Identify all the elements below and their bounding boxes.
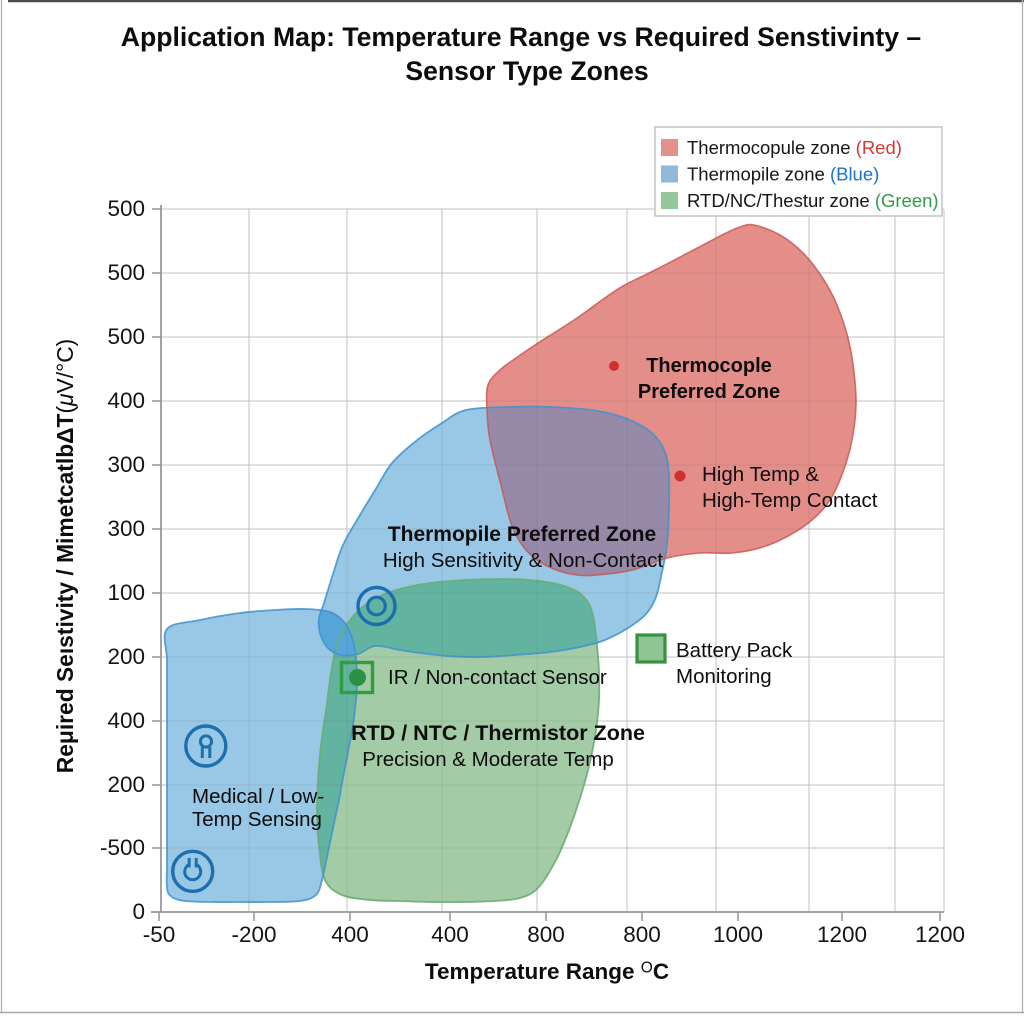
svg-text:Temp Sensing: Temp Sensing [192,808,322,831]
svg-text:High Sensitivity & Non-Contact: High Sensitivity & Non-Contact [383,549,664,572]
svg-text:300: 300 [107,452,145,477]
svg-text:Application Map: Temperature R: Application Map: Temperature Range vs Re… [121,22,921,52]
svg-text:Thermopile zone (Blue): Thermopile zone (Blue) [687,164,879,185]
svg-text:200: 200 [107,644,145,669]
svg-text:High-Temp Contact: High-Temp Contact [702,489,878,512]
svg-text:Temperature Range OC: Temperature Range OC [425,959,669,984]
svg-text:Thermocopule zone (Red): Thermocopule zone (Red) [687,137,902,158]
svg-text:RTD/NC/Thestur zone (Green): RTD/NC/Thestur zone (Green) [687,190,939,211]
svg-text:100: 100 [107,580,145,605]
svg-text:Battery Pack: Battery Pack [676,639,793,662]
svg-text:Monitoring: Monitoring [676,665,772,688]
svg-text:500: 500 [107,260,145,285]
svg-text:Precision & Moderate Temp: Precision & Moderate Temp [362,748,613,771]
svg-text:1000: 1000 [713,922,763,947]
svg-text:500: 500 [107,324,145,349]
svg-text:-50: -50 [143,922,176,947]
svg-text:400: 400 [331,922,369,947]
svg-text:Thermopile Preferred Zone: Thermopile Preferred Zone [388,523,656,546]
svg-text:Sensor Type Zones: Sensor Type Zones [405,56,648,86]
svg-text:1200: 1200 [915,922,965,947]
svg-text:Reμired Seıstivity / Mimetcatl: Reμired Seıstivity / MimetcatlbΔT(μV/°C) [52,339,78,774]
svg-text:High Temp &: High Temp & [702,463,819,486]
svg-text:800: 800 [527,922,565,947]
svg-text:400: 400 [431,922,469,947]
svg-text:-500: -500 [100,835,145,860]
svg-text:Medical / Low-: Medical / Low- [192,785,324,808]
svg-text:300: 300 [107,516,145,541]
svg-text:500: 500 [107,196,145,221]
svg-text:-200: -200 [231,922,276,947]
svg-text:0: 0 [132,899,145,924]
svg-text:200: 200 [107,772,145,797]
svg-text:Thermocople: Thermocople [646,355,772,377]
svg-text:RTD / NTC / Thermistor Zone: RTD / NTC / Thermistor Zone [351,721,645,745]
svg-text:IR / Non-contact Sensor: IR / Non-contact Sensor [388,666,607,689]
svg-text:800: 800 [623,922,661,947]
svg-text:1200: 1200 [817,922,867,947]
svg-text:Preferred Zone: Preferred Zone [638,381,780,403]
svg-text:400: 400 [107,708,145,733]
svg-text:400: 400 [107,388,145,413]
